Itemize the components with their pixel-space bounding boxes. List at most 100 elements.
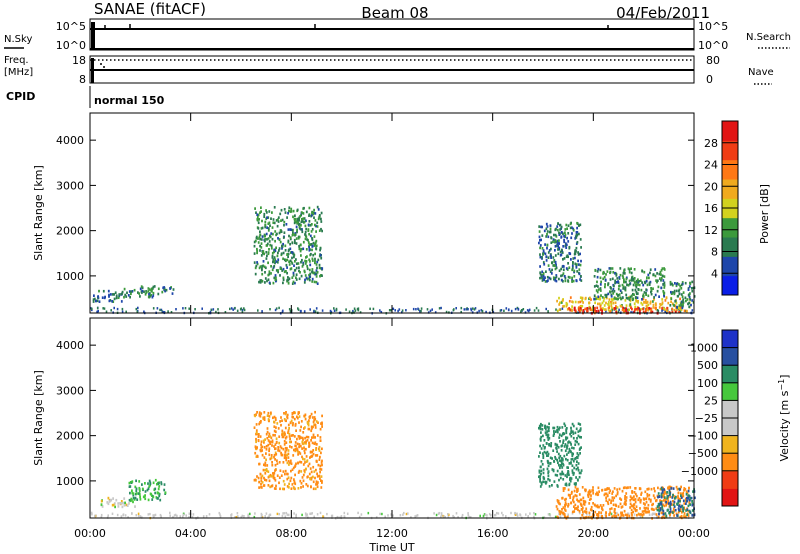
echo-cell <box>102 307 104 310</box>
echo-cell <box>310 243 313 246</box>
echo-cell <box>232 308 234 311</box>
echo-cell <box>319 253 322 257</box>
echo-cell <box>120 500 123 503</box>
echo-cell <box>596 270 599 273</box>
echo-cell <box>571 512 574 515</box>
echo-cell <box>606 500 609 504</box>
echo-cell <box>560 449 563 452</box>
echo-cell <box>593 503 596 507</box>
echo-cell <box>112 503 115 507</box>
echo-cell <box>309 224 312 227</box>
echo-cell <box>684 497 687 501</box>
echo-cell <box>271 268 274 272</box>
echo-cell <box>288 248 290 252</box>
echo-cell <box>633 495 635 498</box>
echo-cell <box>647 303 650 307</box>
echo-cell <box>134 492 137 496</box>
echo-cell <box>603 308 606 311</box>
echo-cell <box>139 498 142 501</box>
echo-cell <box>579 296 582 299</box>
echo-cell <box>516 512 518 515</box>
echo-cell <box>675 495 677 499</box>
echo-cell <box>553 480 556 483</box>
echo-cell <box>236 309 239 312</box>
echo-cell <box>674 508 677 512</box>
echo-cell <box>650 287 652 290</box>
echo-cell <box>659 499 661 502</box>
echo-cell <box>248 515 250 519</box>
echo-cell <box>643 291 646 294</box>
echo-cell <box>284 446 287 450</box>
echo-cell <box>309 512 311 515</box>
echo-cell <box>263 212 266 216</box>
echo-cell <box>261 481 264 484</box>
echo-cell <box>274 258 277 262</box>
echo-cell <box>579 471 582 475</box>
echo-cell <box>297 237 300 240</box>
echo-cell <box>614 508 616 511</box>
echo-cell <box>679 310 682 313</box>
echo-cell <box>256 261 258 264</box>
echo-cell <box>564 474 567 477</box>
echo-cell <box>548 230 551 234</box>
echo-cell <box>587 493 589 497</box>
echo-cell <box>111 293 114 296</box>
echo-cell <box>496 511 498 515</box>
echo-cell <box>273 250 275 254</box>
echo-cell <box>128 290 131 293</box>
echo-cell <box>240 516 243 519</box>
echo-cell <box>559 466 561 470</box>
echo-cell <box>261 235 264 238</box>
echo-cell <box>596 280 598 284</box>
echo-cell <box>633 513 636 516</box>
echo-cell <box>651 503 653 507</box>
echo-cell <box>272 433 275 437</box>
echo-cell <box>568 494 571 497</box>
echo-cell <box>625 499 628 502</box>
echo-cell <box>574 503 577 507</box>
echo-cell <box>571 469 574 472</box>
echo-cell <box>305 467 307 471</box>
echo-cell <box>103 296 106 300</box>
echo-cell <box>559 250 562 254</box>
echo-cell <box>271 475 273 478</box>
echo-cell <box>280 474 283 477</box>
echo-cell <box>609 271 611 275</box>
colorbar-segment <box>722 140 738 161</box>
echo-cell <box>265 479 268 482</box>
echo-cell <box>479 514 481 518</box>
echo-cell <box>295 447 298 451</box>
echo-cell <box>565 483 568 487</box>
echo-cell <box>690 496 693 500</box>
nave-tick-bottom: 0 <box>706 73 713 86</box>
echo-cell <box>281 244 283 248</box>
echo-cell <box>298 266 300 269</box>
echo-cell <box>319 511 322 515</box>
echo-cell <box>562 264 564 268</box>
echo-cell <box>595 310 598 313</box>
echo-cell <box>457 516 459 519</box>
echo-cell <box>664 310 666 313</box>
echo-cell <box>610 507 613 510</box>
echo-cell <box>147 498 150 502</box>
echo-cell <box>268 515 270 519</box>
echo-cell <box>565 482 568 486</box>
echo-cell <box>275 219 278 222</box>
echo-cell <box>562 268 565 272</box>
echo-cell <box>296 228 298 232</box>
echo-cell <box>287 282 290 285</box>
echo-cell <box>291 282 294 285</box>
echo-cell <box>562 441 564 444</box>
echo-cell <box>320 274 322 277</box>
echo-cell <box>269 485 272 489</box>
echo-cell <box>571 490 573 494</box>
echo-cell <box>577 462 580 465</box>
echo-cell <box>279 267 282 270</box>
echo-cell <box>315 263 318 266</box>
echo-cell <box>265 211 268 214</box>
echo-cell <box>570 431 572 434</box>
echo-cell <box>205 515 208 518</box>
echo-cell <box>273 477 276 481</box>
echo-cell <box>664 299 667 302</box>
echo-cell <box>599 289 602 292</box>
